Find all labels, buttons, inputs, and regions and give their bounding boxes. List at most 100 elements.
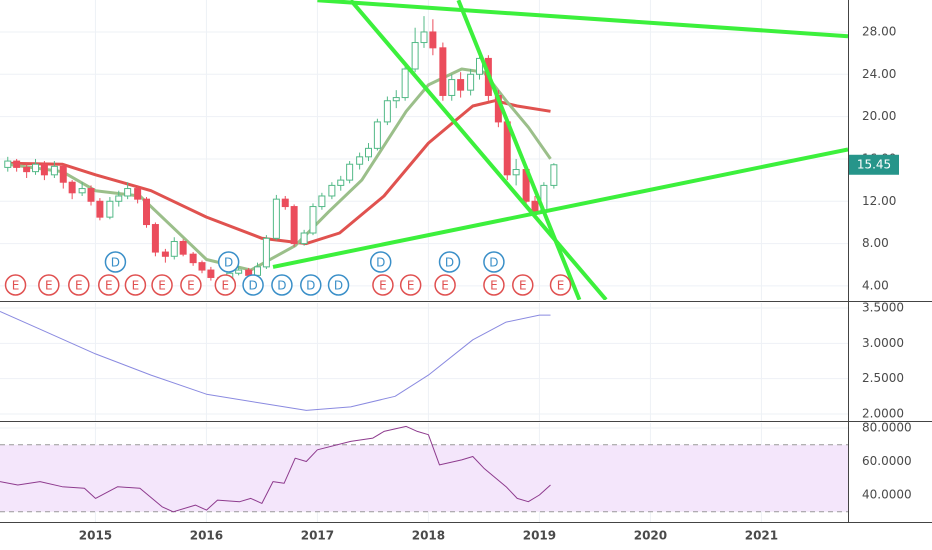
- event-marker: [271, 274, 293, 296]
- y-tick-label: 24.00: [862, 67, 896, 81]
- candle-body: [383, 100, 391, 123]
- event-label: E: [12, 279, 20, 293]
- candle-body: [337, 179, 345, 186]
- y-tick-label: 2.5000: [862, 371, 904, 385]
- event-marker: [399, 274, 422, 296]
- main-plot: E E E E E E E E E E E E E ED DD D D DD D D: [4, 0, 848, 300]
- trend-line: [272, 147, 848, 269]
- trend-line: [317, 0, 848, 39]
- event-marker: [372, 274, 394, 296]
- event-label: E: [222, 279, 230, 293]
- candle-body: [392, 97, 400, 102]
- x-tick-label: 2018: [412, 529, 445, 543]
- event-marker: [98, 274, 120, 296]
- event-marker: [214, 274, 237, 296]
- candle-body: [4, 160, 12, 168]
- event-marker: [180, 274, 202, 296]
- x-tick-label: 2017: [301, 529, 334, 543]
- candle-body: [134, 188, 142, 200]
- candle-body: [13, 160, 21, 168]
- candle-body: [467, 73, 475, 91]
- candle-body: [550, 164, 558, 186]
- candle-body: [198, 262, 206, 271]
- candle-body: [124, 188, 132, 197]
- candle-body: [290, 206, 298, 245]
- event-marker: [38, 274, 60, 296]
- candle-body: [512, 169, 520, 176]
- candle-body: [59, 165, 67, 183]
- candle-body: [457, 79, 465, 91]
- event-label: E: [407, 279, 415, 293]
- y-tick-label: 20.00: [862, 109, 896, 123]
- y-tick-label: 3.5000: [862, 301, 904, 315]
- y-tick-label: 12.00: [862, 194, 896, 208]
- event-label: D: [376, 256, 385, 270]
- event-label: E: [490, 279, 498, 293]
- event-label: E: [557, 279, 565, 293]
- candle-body: [373, 121, 381, 149]
- candle-body: [411, 42, 419, 70]
- event-label: E: [132, 279, 140, 293]
- event-label: D: [445, 256, 454, 270]
- candle-body: [151, 224, 159, 253]
- event-marker: [242, 274, 264, 296]
- candle-body: [309, 206, 317, 234]
- band: [0, 444, 848, 512]
- y-tick-label: 4.00: [862, 278, 889, 292]
- event-marker: [4, 274, 27, 296]
- price-box: [849, 154, 899, 175]
- candle-body: [115, 195, 123, 202]
- candle-body: [531, 200, 539, 213]
- x-tick-label: 2016: [190, 529, 223, 543]
- y-tick-label: 8.00: [862, 236, 889, 250]
- candle-body: [346, 163, 354, 181]
- event-label: E: [105, 279, 113, 293]
- event-label: D: [489, 256, 498, 270]
- event-label: E: [187, 279, 195, 293]
- candle-body: [235, 269, 243, 274]
- candle-body: [32, 163, 40, 173]
- candle-body: [78, 188, 86, 194]
- indicator-line: [0, 425, 551, 513]
- candle-body: [356, 156, 364, 165]
- event-label: D: [306, 279, 315, 293]
- candle-body: [448, 79, 456, 96]
- x-tick-label: 2015: [79, 529, 112, 543]
- event-label: E: [441, 279, 449, 293]
- candle-body: [68, 181, 76, 194]
- event-label: E: [45, 279, 53, 293]
- event-label: D: [248, 279, 257, 293]
- candle-body: [87, 188, 95, 202]
- candle-body: [254, 266, 262, 276]
- y-tick-label: 2.0000: [862, 406, 904, 420]
- event-marker: [438, 251, 461, 273]
- event-marker: [124, 274, 147, 296]
- candle-body: [179, 240, 187, 255]
- candle-body: [318, 195, 326, 208]
- event-marker: [434, 274, 456, 296]
- candle-body: [300, 232, 308, 245]
- event-label: E: [158, 279, 166, 293]
- y-tick-label: 28.00: [862, 24, 896, 38]
- event-label: E: [379, 279, 387, 293]
- event-label: D: [111, 256, 120, 270]
- event-marker: [327, 274, 350, 296]
- candle-body: [170, 240, 178, 257]
- candle-body: [272, 198, 280, 239]
- chart-layer: 4.008.0012.0016.0020.0024.0028.00EEEEEEE…: [0, 0, 912, 543]
- candle-body: [401, 68, 409, 99]
- event-marker: [104, 251, 127, 273]
- candle-body: [40, 163, 48, 176]
- candle-body: [439, 47, 447, 96]
- event-marker: [300, 274, 322, 296]
- event-label: D: [334, 279, 343, 293]
- y-tick-label: 3.0000: [862, 336, 904, 350]
- pane: 2.0000 2.5000 3.0000 3.5000: [0, 301, 904, 421]
- price-label: 15.45: [857, 157, 891, 171]
- y-tick-label: 40.0000: [862, 488, 912, 502]
- event-marker: [68, 274, 90, 296]
- pane: 40.0000 60.0000 80.0000 2015 2016 2017 2018 201…: [0, 421, 912, 543]
- event-marker: [483, 274, 505, 296]
- event-marker: [549, 274, 572, 296]
- x-tick-label: 2021: [745, 529, 778, 543]
